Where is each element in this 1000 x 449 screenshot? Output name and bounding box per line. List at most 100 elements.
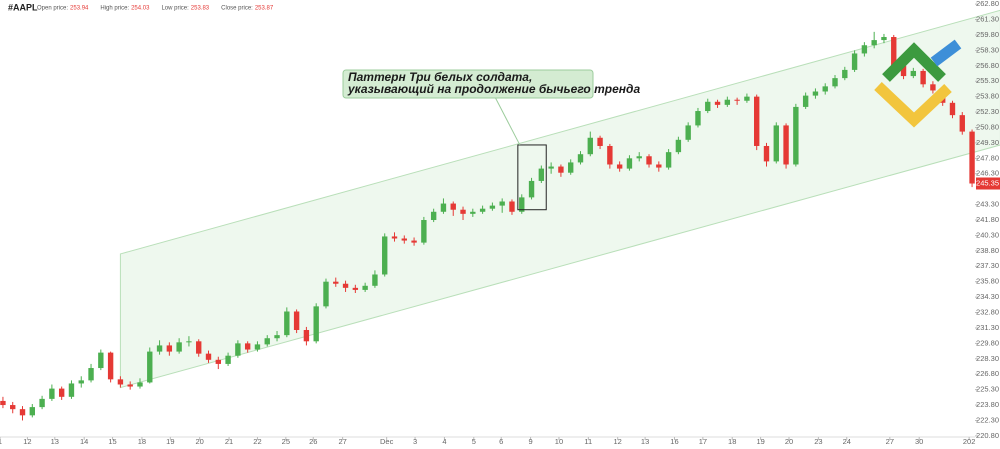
candle-body (881, 37, 887, 41)
logo-blue (930, 39, 962, 67)
x-tick-label: 15 (108, 437, 116, 446)
y-tick-label: 261.30 (976, 15, 999, 24)
x-tick-label: 20 (196, 437, 204, 446)
candle-body (626, 158, 633, 169)
candle-body (793, 106, 799, 165)
candle-body (763, 145, 770, 162)
candle-body (205, 353, 212, 360)
x-tick-label: 22 (253, 437, 261, 446)
x-tick-label: 3 (413, 437, 417, 446)
candle-body (783, 125, 789, 165)
last-price-box (976, 177, 1000, 190)
candle-body (842, 69, 848, 79)
candle-body (949, 102, 956, 116)
candle-body (597, 137, 603, 146)
y-tick-label: 249.30 (976, 138, 999, 147)
candle-body (695, 111, 701, 126)
candle-body (401, 238, 407, 241)
candle-body (861, 45, 868, 54)
candle-body (568, 162, 574, 173)
candle-body (616, 164, 623, 169)
candle-body (705, 101, 711, 112)
x-tick-label: 27 (886, 437, 894, 446)
x-tick-label: 17 (699, 437, 707, 446)
candle-body (832, 78, 838, 87)
candle-body (78, 380, 84, 384)
y-tick-label: 262.80 (976, 0, 999, 8)
candle-body (147, 351, 153, 383)
candle-body (812, 91, 819, 96)
candle-body (450, 203, 456, 210)
header-label: Low price: (161, 6, 189, 12)
candle-body (352, 287, 359, 290)
x-tick-label: 4 (442, 437, 446, 446)
candle-body (802, 95, 809, 107)
candle-body (137, 382, 143, 387)
x-tick-label: 30 (915, 437, 923, 446)
y-tick-label: 240.30 (976, 230, 999, 239)
y-tick-label: 237.30 (976, 261, 999, 270)
x-tick-label: 27 (338, 437, 346, 446)
x-tick-label: 20 (785, 437, 793, 446)
x-tick-label: 19 (166, 437, 174, 446)
x-tick-label: 12 (23, 437, 31, 446)
candle-body (372, 274, 378, 286)
candle-body (244, 343, 251, 350)
logo-yellow (874, 82, 952, 128)
candle-body (744, 96, 750, 101)
candle-body (303, 330, 310, 342)
x-tick-label: 24 (843, 437, 851, 446)
y-tick-label: 223.80 (976, 400, 999, 409)
candle-body (754, 96, 760, 146)
candle-body (646, 156, 652, 165)
candle-body (440, 203, 447, 212)
candle-body (871, 40, 877, 46)
candle-body (891, 37, 897, 66)
candle-body (538, 168, 545, 181)
candle-body (176, 342, 182, 352)
candle-body (910, 70, 917, 77)
candle-body (274, 335, 280, 339)
x-tick-label: 10 (555, 437, 563, 446)
y-tick-label: 235.80 (976, 277, 999, 286)
y-tick-label: 231.30 (976, 323, 999, 332)
callout-pointer (494, 96, 521, 146)
candle-body (528, 180, 535, 198)
candle-body (215, 359, 221, 364)
x-tick-label: 25 (282, 437, 290, 446)
candle-body (333, 281, 339, 284)
x-tick-label: 6 (499, 437, 503, 446)
y-tick-label: 243.30 (976, 200, 999, 209)
candle-body (675, 139, 682, 153)
header-value: 253.94 (70, 6, 89, 12)
candle-body (421, 220, 427, 243)
candle-body (49, 388, 55, 399)
candle-body (519, 197, 525, 212)
candle-body (166, 345, 173, 352)
y-tick-label: 252.30 (976, 107, 999, 116)
candle-body (499, 201, 505, 206)
callout-box (342, 69, 594, 99)
candle-body (509, 201, 515, 212)
text-layer: #AAPL Open price: 253.94 High price: 254.03… (8, 2, 640, 146)
candle-body (58, 388, 65, 397)
x-tick-label: Dec (380, 437, 394, 446)
candle-body (225, 355, 231, 364)
candle-body (107, 352, 114, 380)
candle-body (264, 338, 270, 345)
candle-body (430, 211, 437, 220)
header-label: High price: (100, 6, 129, 12)
x-tick-label: 18 (138, 437, 146, 446)
y-tick-label: 250.80 (976, 122, 999, 131)
candle-body (548, 166, 554, 169)
candle-body (362, 285, 368, 290)
candle-body (587, 137, 593, 155)
candle-body (127, 384, 133, 387)
candle-body (489, 205, 496, 209)
candle-body (19, 409, 26, 416)
callout-text: указывающий на продолжение бычьего тренд… (347, 82, 640, 96)
candle-body (68, 383, 75, 397)
candle-body (391, 236, 398, 239)
